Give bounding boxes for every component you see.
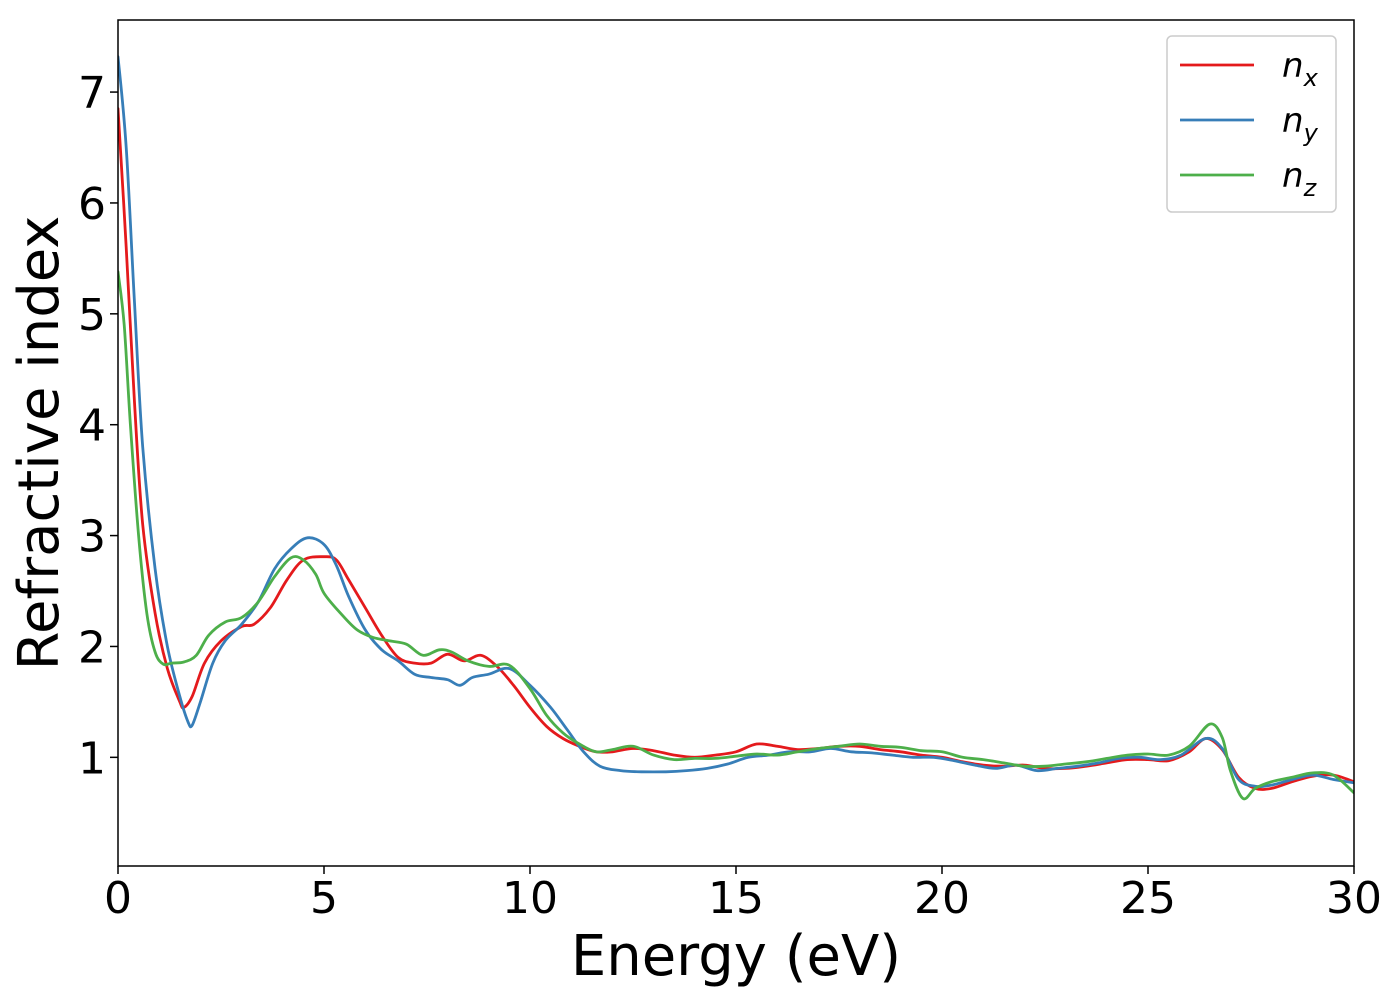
legend-label-nz: nz [1282,156,1318,202]
y-tick-label: 2 [78,622,106,673]
series-group [118,55,1354,801]
legend-label-base: n [1282,46,1304,86]
x-tick-label: 5 [310,873,338,924]
x-tick-label: 0 [104,873,132,924]
y-axis: 1 2 3 4 5 6 7 [78,68,118,784]
x-tick-label: 15 [708,873,764,924]
x-axis-label: Energy (eV) [571,924,901,989]
y-tick-label: 5 [78,290,106,341]
legend-label-subscript: x [1303,64,1319,92]
legend-label-ny: ny [1282,101,1319,147]
legend-label-subscript: z [1303,174,1318,202]
y-tick-label: 1 [78,733,106,784]
y-tick-label: 3 [78,512,106,563]
legend-label-base: n [1282,156,1304,196]
x-axis: 0 5 10 15 20 25 30 [104,866,1382,924]
x-tick-label: 30 [1326,873,1382,924]
x-tick-label: 10 [502,873,558,924]
y-axis-label: Refractive index [7,216,72,671]
legend-label-subscript: y [1303,119,1319,147]
y-tick-label: 7 [78,68,106,119]
series-line-nz [118,270,1354,801]
legend-label-base: n [1282,101,1304,141]
y-tick-label: 6 [78,179,106,230]
series-line-ny [118,55,1354,788]
y-tick-label: 4 [78,401,106,452]
x-tick-label: 25 [1120,873,1176,924]
x-tick-label: 20 [914,873,970,924]
legend-box [1166,35,1337,213]
legend-label-nx: nx [1282,46,1319,92]
